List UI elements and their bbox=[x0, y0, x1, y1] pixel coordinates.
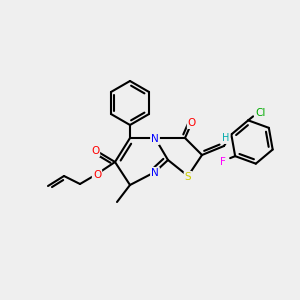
Text: O: O bbox=[188, 118, 196, 128]
Text: S: S bbox=[185, 172, 191, 182]
Text: O: O bbox=[91, 146, 99, 156]
Text: H: H bbox=[222, 133, 230, 143]
Text: N: N bbox=[151, 134, 159, 144]
Text: Cl: Cl bbox=[255, 108, 266, 118]
Text: O: O bbox=[93, 170, 101, 180]
Text: F: F bbox=[220, 157, 226, 167]
Text: N: N bbox=[151, 168, 159, 178]
